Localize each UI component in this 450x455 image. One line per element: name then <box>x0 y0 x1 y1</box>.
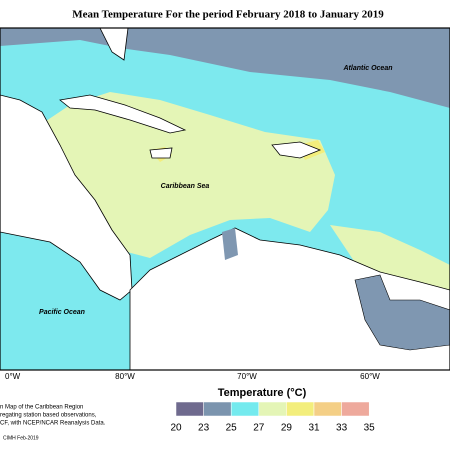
color-box <box>203 401 232 417</box>
lake <box>222 228 238 260</box>
color-box <box>175 401 204 417</box>
longitude-label: 70°W <box>237 372 257 381</box>
ocean-label: Atlantic Ocean <box>342 65 392 72</box>
longitude-label: 80°W <box>115 372 135 381</box>
legend-tick-label: 35 <box>364 423 376 434</box>
title: Mean Temperature For the period February… <box>72 9 384 21</box>
legend-tick-label: 23 <box>198 423 210 434</box>
legend-tick-label: 31 <box>308 423 320 434</box>
legend-tick-label: 27 <box>253 423 265 434</box>
legend: 20 23 25 27 29 31 33 35 <box>170 401 376 434</box>
land <box>0 94 133 301</box>
warm-zone <box>40 92 335 258</box>
color-box <box>341 401 370 417</box>
ocean-label: Pacific Ocean <box>39 309 85 316</box>
color-box <box>258 401 287 417</box>
color-box <box>230 401 260 417</box>
cool-land <box>354 274 450 351</box>
longitude-label: 0°W <box>5 372 21 381</box>
color-box <box>313 401 342 417</box>
sea-label: Caribbean Sea <box>161 183 210 190</box>
legend-title: Temperature (°C) <box>218 387 307 399</box>
legend-tick-label: 25 <box>226 423 238 434</box>
longitude-label: 60°W <box>360 372 380 381</box>
map: Atlantic Ocean Caribbean Sea Pacific Oce… <box>0 27 450 371</box>
legend-tick-label: 33 <box>336 423 348 434</box>
land <box>59 94 322 159</box>
land <box>129 227 450 371</box>
legend-tick-label: 29 <box>281 423 293 434</box>
caption: CF, with NCEP/NCAR Reanalysis Data. <box>0 421 106 427</box>
caption: n Map of the Caribbean Region <box>0 405 83 411</box>
warm-zone <box>330 225 450 292</box>
color-box <box>286 401 315 417</box>
frame <box>0 27 450 371</box>
caption: regating station based observations, <box>0 413 97 419</box>
atlantic-cool <box>0 28 450 108</box>
legend-tick-label: 20 <box>170 423 182 434</box>
caption: CIMH Feb-2019 <box>3 435 39 441</box>
